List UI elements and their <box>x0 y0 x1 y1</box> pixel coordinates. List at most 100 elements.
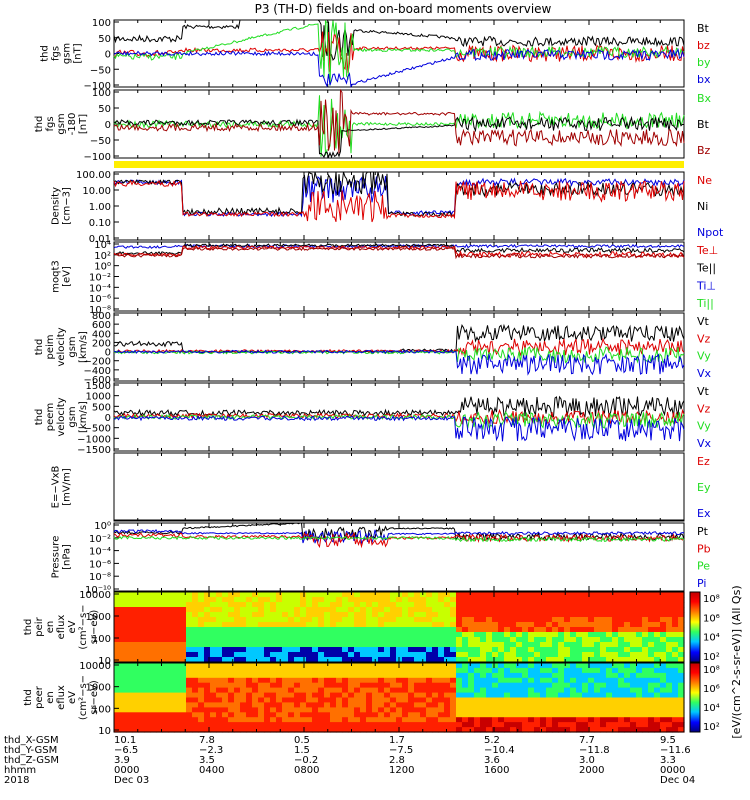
spectrogram-cell <box>456 657 463 663</box>
spectrogram-cell <box>246 672 253 679</box>
spectrogram-cell <box>414 663 421 669</box>
spectrogram-cell <box>630 722 637 728</box>
spectrogram-cell <box>450 597 457 603</box>
spectrogram-cell <box>462 632 469 638</box>
spectrogram-cell <box>330 597 337 603</box>
spectrogram-cell <box>558 717 565 723</box>
spectrogram-cell <box>174 687 181 694</box>
spectrogram-cell <box>264 617 271 623</box>
spectrogram-cell <box>390 602 397 608</box>
spectrogram-cell <box>390 692 397 699</box>
spectrogram-cell <box>648 667 655 674</box>
y-axis-label: thd peir en eflux eV (cm²−s− sr−eV) <box>23 604 100 649</box>
spectrogram-cell <box>420 667 427 674</box>
spectrogram-cell <box>114 692 121 699</box>
spectrogram-cell <box>534 707 541 713</box>
spectrogram-cell <box>642 622 649 628</box>
spectrogram-cell <box>156 637 163 643</box>
spectrogram-cell <box>606 687 613 694</box>
spectrogram-cell <box>672 687 679 694</box>
spectrogram-cell <box>402 707 409 713</box>
spectrogram-cell <box>600 612 607 618</box>
spectrogram-cell <box>522 597 529 603</box>
spectrogram-cell <box>486 592 493 598</box>
spectrogram-cell <box>468 712 475 718</box>
spectrogram-cell <box>618 617 625 623</box>
spectrogram-cell <box>384 727 391 733</box>
spectrogram-cell <box>240 652 247 658</box>
spectrogram-cell <box>324 692 331 699</box>
spectrogram-cell <box>654 682 661 689</box>
spectrogram-cell <box>630 642 637 648</box>
spectrogram-cell <box>420 597 427 603</box>
spectrogram-cell <box>456 632 463 638</box>
spectrogram-cell <box>372 682 379 689</box>
spectrogram-cell <box>186 667 193 674</box>
spectrogram-cell <box>216 607 223 613</box>
legend-Pb: Pb <box>697 542 711 555</box>
y-axis-label-line: peem <box>45 403 56 431</box>
spectrogram-cell <box>114 672 121 679</box>
spectrogram-cell <box>246 602 253 608</box>
spectrogram-cell <box>450 622 457 628</box>
spectrogram-cell <box>582 682 589 689</box>
spectrogram-cell <box>186 622 193 628</box>
trace-red <box>113 531 685 549</box>
spectrogram-cell <box>222 677 229 684</box>
spectrogram-cell <box>306 717 313 723</box>
spectrogram-cell <box>510 687 517 694</box>
spectrogram-cell <box>270 617 277 623</box>
spectrogram-cell <box>432 667 439 674</box>
spectrogram-cell <box>648 727 655 733</box>
spectrogram-cell <box>432 647 439 653</box>
trace-dkred <box>113 246 685 260</box>
spectrogram-cell <box>246 712 253 718</box>
spectrogram-cell <box>558 682 565 689</box>
spectrogram-cell <box>492 647 499 653</box>
spectrogram-cell <box>456 672 463 679</box>
spectrogram-cell <box>588 722 595 728</box>
spectrogram-cell <box>672 652 679 658</box>
spectrogram-cell <box>120 657 127 663</box>
spectrogram-cell <box>534 592 541 598</box>
spectrogram-cell <box>630 637 637 643</box>
spectrogram-cell <box>444 627 451 633</box>
spectrogram-cell <box>204 682 211 689</box>
spectrogram-cell <box>420 697 427 703</box>
y-tick-label: 10⁴ <box>94 240 111 251</box>
spectrogram-cell <box>324 642 331 648</box>
y-tick-label: 1.00 <box>89 202 111 213</box>
spectrogram-cell <box>318 617 325 623</box>
spectrogram-cell <box>588 717 595 723</box>
spectrogram-cell <box>396 687 403 694</box>
spectrogram-cell <box>642 672 649 679</box>
spectrogram-cell <box>198 647 205 653</box>
spectrogram-cell <box>606 722 613 728</box>
spectrogram-cell <box>144 687 151 694</box>
trace-green <box>113 95 685 157</box>
spectrogram-cell <box>570 687 577 694</box>
spectrogram-cell <box>510 617 517 623</box>
spectrogram-cell <box>546 637 553 643</box>
spectrogram-cell <box>462 637 469 643</box>
spectrogram-cell <box>660 727 667 733</box>
spectrogram-cell <box>498 627 505 633</box>
spectrogram-cell <box>624 632 631 638</box>
spectrogram-cell <box>552 647 559 653</box>
spectrogram-cell <box>540 677 547 684</box>
spectrogram-cell <box>504 627 511 633</box>
spectrogram-cell <box>432 677 439 684</box>
spectrogram-cell <box>486 677 493 684</box>
spectrogram-cell <box>384 652 391 658</box>
spectrogram-cell <box>588 682 595 689</box>
spectrogram-cell <box>654 627 661 633</box>
spectrogram-cell <box>342 612 349 618</box>
spectrogram-cell <box>384 717 391 723</box>
spectrogram-cell <box>606 592 613 598</box>
spectrogram-cell <box>474 642 481 648</box>
spectrogram-cell <box>648 697 655 703</box>
spectrogram-cell <box>276 722 283 728</box>
y-tick-label: 50 <box>98 104 111 115</box>
spectrogram-cell <box>618 667 625 674</box>
spectrogram-cell <box>186 642 193 648</box>
